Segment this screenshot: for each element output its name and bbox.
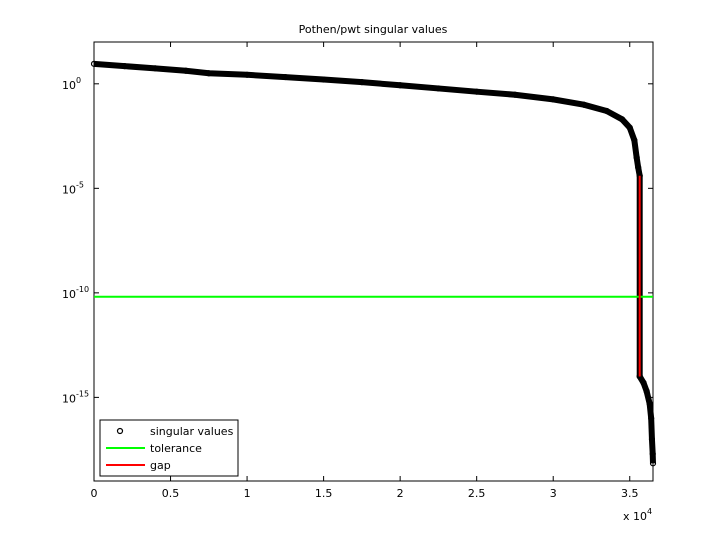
y-tick-base: 10 (62, 288, 76, 301)
data-point (473, 88, 480, 95)
legend-label: tolerance (150, 442, 202, 455)
data-point (358, 79, 365, 86)
data-point (603, 107, 610, 115)
legend-label: singular values (150, 425, 234, 438)
data-point (243, 71, 251, 78)
plot-frame (93, 41, 654, 482)
data-point (320, 76, 327, 83)
x-tick-label: 1 (244, 487, 251, 500)
data-point (640, 379, 647, 386)
y-tick-label: 10-15 (62, 389, 89, 405)
x-multiplier: x 10 (623, 510, 647, 523)
data-point (90, 60, 98, 67)
data-point (648, 436, 656, 443)
x-tick-label: 3.5 (621, 487, 639, 500)
y-tick-exponent: -10 (76, 285, 89, 294)
data-point (648, 415, 655, 422)
data-point (550, 96, 557, 103)
data-point (435, 85, 442, 92)
data-point (397, 82, 404, 89)
data-point (511, 91, 519, 98)
data-point (649, 460, 657, 467)
data-point (635, 164, 642, 171)
x-tick-label: 2 (397, 487, 404, 500)
y-tick-base: 10 (62, 183, 76, 196)
data-point (633, 154, 640, 161)
data-point (618, 116, 626, 123)
y-tick-exponent: -5 (76, 180, 84, 189)
y-tick-label: 10-10 (62, 285, 89, 301)
data-point (152, 65, 159, 72)
data-point (643, 387, 650, 395)
x-tick-label: 1.5 (315, 487, 333, 500)
x-tick-label: 0 (91, 487, 98, 500)
data-point (649, 450, 656, 457)
y-tick-exponent: 0 (76, 76, 81, 85)
y-tick-base: 10 (62, 392, 76, 405)
x-tick-label: 3 (550, 487, 557, 500)
data-point (282, 73, 289, 81)
data-point (626, 124, 633, 131)
data-point (646, 400, 653, 407)
y-tick-label: 100 (62, 76, 81, 92)
x-tick-label: 0.5 (162, 487, 180, 500)
x-tick-label: 2.5 (468, 487, 486, 500)
y-tick-base: 10 (62, 79, 76, 92)
chart-title: Pothen/pwt singular values (299, 23, 448, 36)
data-point (631, 137, 638, 144)
data-point (205, 70, 212, 77)
data-point (182, 67, 189, 74)
y-tick-label: 10-5 (62, 180, 84, 196)
x-multiplier-exponent: 4 (647, 507, 652, 516)
legend-marker (116, 427, 124, 435)
data-point (580, 101, 587, 108)
data-point (121, 63, 128, 70)
y-tick-exponent: -15 (76, 389, 89, 398)
legend-label: gap (150, 459, 171, 472)
